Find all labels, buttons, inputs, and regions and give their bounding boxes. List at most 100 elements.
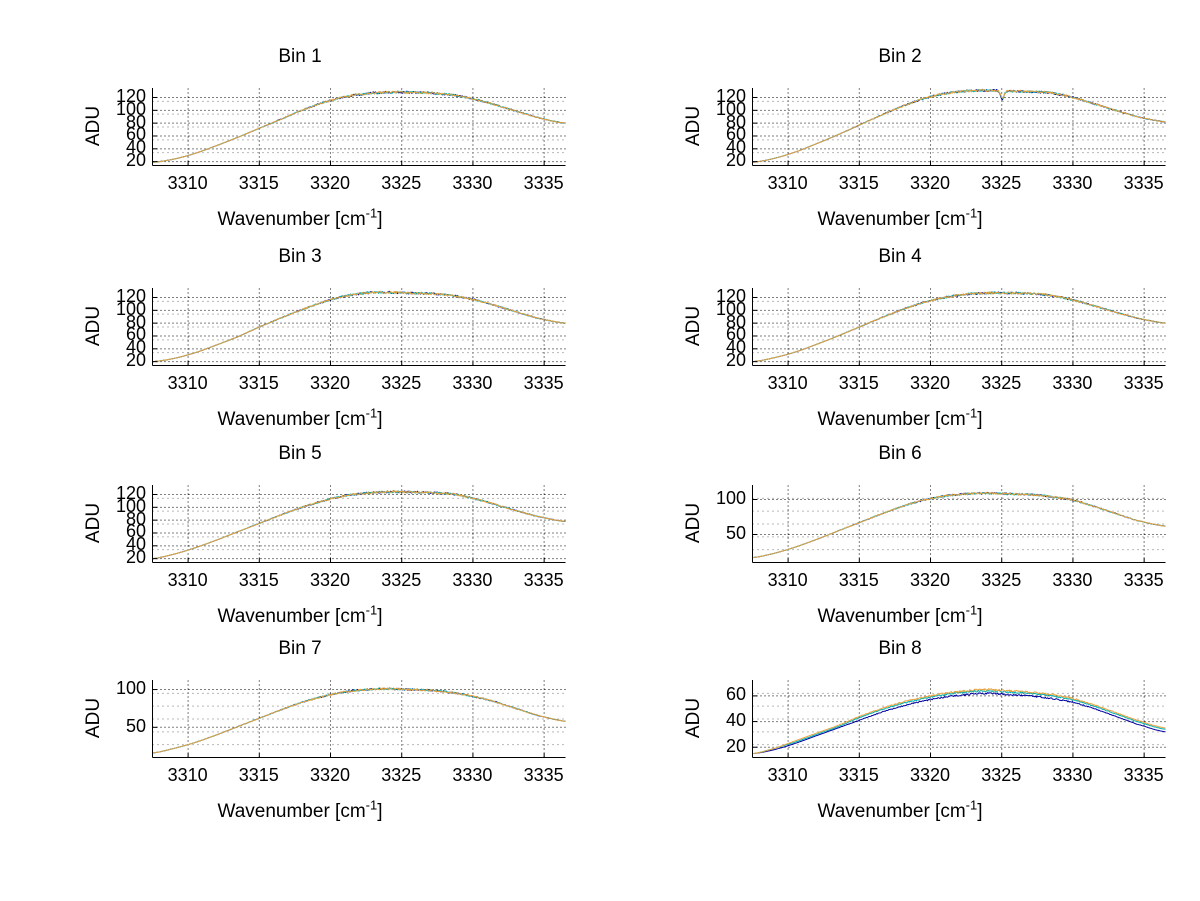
y-tick-label: 60 xyxy=(125,324,146,345)
x-tick-label: 3325 xyxy=(981,173,1022,193)
x-tick-label: 3310 xyxy=(167,765,208,785)
x-axis-label: Wavenumber [cm-1] xyxy=(217,205,383,230)
x-axis-label: Wavenumber [cm-1] xyxy=(217,602,383,627)
plot-area xyxy=(752,88,1167,167)
panel-title: Bin 6 xyxy=(878,443,922,464)
x-tick-label: 3330 xyxy=(452,570,493,590)
x-tick-label: 3325 xyxy=(381,765,422,785)
y-tick-label: 20 xyxy=(125,547,146,568)
y-tick-label: 60 xyxy=(725,324,746,345)
plot-area xyxy=(752,485,1167,564)
y-tick-label: 100 xyxy=(715,298,746,319)
x-tick-label: 3335 xyxy=(523,373,564,393)
y-tick-label: 60 xyxy=(725,124,746,145)
x-tick-label: 3320 xyxy=(909,570,951,590)
panel-title: Bin 1 xyxy=(278,46,322,67)
panel-title: Bin 4 xyxy=(878,246,922,267)
x-tick-label: 3320 xyxy=(309,373,351,393)
x-tick-label: 3335 xyxy=(523,173,564,193)
x-tick-label: 3335 xyxy=(523,570,564,590)
panel-bin-5: Bin 5 ADU Wavenumber [cm-1] 20 40 60 80 100 120 3… xyxy=(0,437,600,637)
x-tick-label: 3310 xyxy=(167,570,208,590)
x-tick-label: 3315 xyxy=(838,173,879,193)
x-axis-label-exponent: -1 xyxy=(365,205,378,221)
x-tick-label: 3315 xyxy=(238,765,279,785)
panel-bin-6: Bin 6 ADU Wavenumber [cm-1] 50 100 3310 3315 33… xyxy=(600,437,1200,637)
y-tick-label: 40 xyxy=(125,337,146,358)
y-tick-label: 100 xyxy=(715,488,746,508)
y-tick-label: 120 xyxy=(115,85,146,106)
x-tick-label: 3320 xyxy=(309,173,351,193)
x-tick-label: 3315 xyxy=(238,570,279,590)
y-tick-label: 50 xyxy=(125,715,146,736)
y-tick-label: 100 xyxy=(115,678,146,699)
x-tick-label: 3330 xyxy=(452,173,493,193)
y-tick-label: 120 xyxy=(115,482,146,503)
y-tick-label: 100 xyxy=(115,298,146,319)
x-tick-label: 3315 xyxy=(238,373,279,393)
x-tick-label: 3320 xyxy=(909,765,951,785)
plot-area xyxy=(752,680,1167,759)
panel-title: Bin 8 xyxy=(878,638,922,659)
x-tick-label: 3330 xyxy=(1052,373,1093,393)
x-tick-label: 3330 xyxy=(1052,765,1093,785)
y-tick-label: 100 xyxy=(115,98,146,119)
x-axis-label: Wavenumber [cm-1] xyxy=(217,797,383,822)
x-tick-label: 3335 xyxy=(1123,373,1164,393)
x-axis-label-exponent: -1 xyxy=(965,797,978,813)
x-axis-label: Wavenumber [cm-1] xyxy=(817,602,983,627)
x-tick-label: 3325 xyxy=(381,570,422,590)
x-tick-label: 3310 xyxy=(167,173,208,193)
y-tick-label: 20 xyxy=(725,150,746,171)
y-tick-label: 40 xyxy=(725,710,746,731)
plot-area xyxy=(152,88,567,167)
y-tick-label: 40 xyxy=(725,137,746,158)
x-axis-label-exponent: -1 xyxy=(365,797,378,813)
x-tick-label: 3310 xyxy=(767,373,808,393)
y-tick-label: 60 xyxy=(725,684,746,705)
y-tick-label: 80 xyxy=(125,508,146,529)
y-tick-label: 80 xyxy=(125,111,146,132)
x-tick-label: 3320 xyxy=(909,173,951,193)
plot-area xyxy=(152,288,567,367)
y-tick-label: 20 xyxy=(725,735,746,756)
x-axis-label: Wavenumber [cm-1] xyxy=(817,405,983,430)
x-tick-label: 3320 xyxy=(909,373,951,393)
x-axis-label-exponent: -1 xyxy=(365,405,378,421)
x-tick-label: 3335 xyxy=(523,765,564,785)
x-tick-label: 3320 xyxy=(309,570,351,590)
y-tick-label: 60 xyxy=(125,521,146,542)
x-tick-label: 3325 xyxy=(981,570,1022,590)
y-tick-label: 20 xyxy=(125,150,146,171)
x-tick-label: 3330 xyxy=(1052,173,1093,193)
x-tick-label: 3315 xyxy=(238,173,279,193)
y-tick-label: 80 xyxy=(725,111,746,132)
x-tick-label: 3325 xyxy=(981,765,1022,785)
y-tick-label: 60 xyxy=(125,124,146,145)
y-tick-label: 100 xyxy=(115,495,146,516)
y-tick-label: 100 xyxy=(715,98,746,119)
panel-bin-2: Bin 2 ADU Wavenumber [cm-1] 20 40 60 80 100 120 3… xyxy=(600,40,1200,240)
panel-bin-1: Bin 1 ADU Wavenumber [cm-1] 20 40 60 80 100 120 3… xyxy=(0,40,600,240)
x-tick-label: 3310 xyxy=(167,373,208,393)
y-tick-label: 40 xyxy=(125,534,146,555)
x-tick-label: 3330 xyxy=(452,765,493,785)
x-tick-label: 3325 xyxy=(981,373,1022,393)
x-axis-label: Wavenumber [cm-1] xyxy=(817,797,983,822)
x-tick-label: 3315 xyxy=(838,373,879,393)
x-axis-label-exponent: -1 xyxy=(965,405,978,421)
panel-title: Bin 3 xyxy=(278,246,322,267)
panel-title: Bin 5 xyxy=(278,443,322,464)
y-tick-label: 120 xyxy=(115,285,146,306)
x-tick-label: 3315 xyxy=(838,765,879,785)
plot-area xyxy=(152,680,567,759)
panel-title: Bin 7 xyxy=(278,638,322,659)
panel-bin-8: Bin 8 ADU Wavenumber [cm-1] 20 40 60 3310 3315 3… xyxy=(600,632,1200,832)
plot-area xyxy=(152,485,567,564)
y-tick-label: 80 xyxy=(725,311,746,332)
x-tick-label: 3330 xyxy=(452,373,493,393)
x-tick-label: 3330 xyxy=(1052,570,1093,590)
y-tick-label: 40 xyxy=(125,137,146,158)
x-tick-label: 3315 xyxy=(838,570,879,590)
